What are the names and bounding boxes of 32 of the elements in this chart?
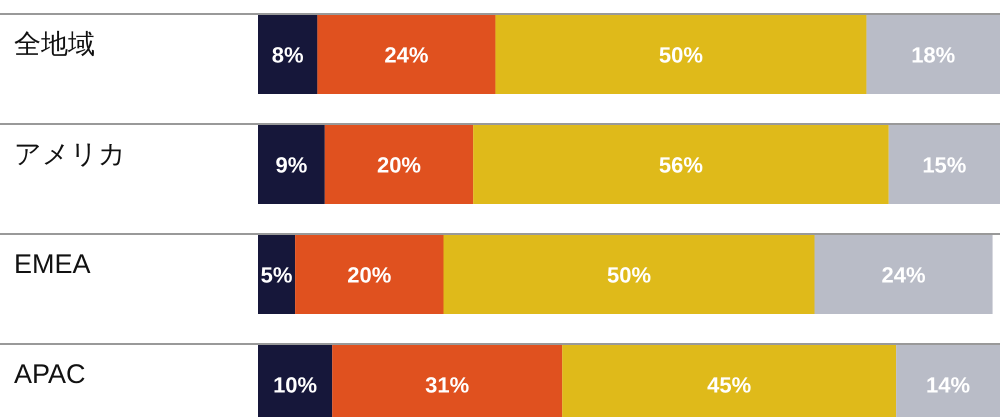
data-label: 50% <box>658 42 703 68</box>
bar <box>444 235 814 314</box>
bar <box>866 15 1000 94</box>
data-label: 5% <box>260 262 292 288</box>
bar <box>258 15 318 94</box>
y-tick-label: アメリカ <box>14 139 126 169</box>
bar <box>495 15 866 94</box>
bar <box>888 125 1000 204</box>
data-label: 15% <box>922 152 966 178</box>
data-label: 14% <box>926 372 970 398</box>
data-label: 45% <box>707 372 752 398</box>
bar <box>814 235 993 314</box>
data-label: 24% <box>882 262 926 288</box>
bar <box>258 125 325 204</box>
bar <box>317 15 496 94</box>
data-label: 31% <box>425 372 470 398</box>
bar <box>258 235 296 314</box>
bar <box>324 125 474 204</box>
data-label: 8% <box>272 42 304 68</box>
y-tick-label: EMEA <box>14 249 91 279</box>
data-label: 10% <box>273 372 318 398</box>
y-tick-label: APAC <box>14 359 86 389</box>
data-label: 50% <box>606 262 652 288</box>
data-label: 20% <box>376 152 422 178</box>
bar <box>473 125 889 204</box>
y-tick-label: 全地域 <box>14 29 95 59</box>
bar <box>295 235 444 314</box>
data-label: 20% <box>347 262 392 288</box>
data-label: 18% <box>911 42 956 68</box>
data-label: 24% <box>384 42 428 68</box>
data-label: 56% <box>658 152 703 178</box>
data-label: 9% <box>275 152 308 178</box>
